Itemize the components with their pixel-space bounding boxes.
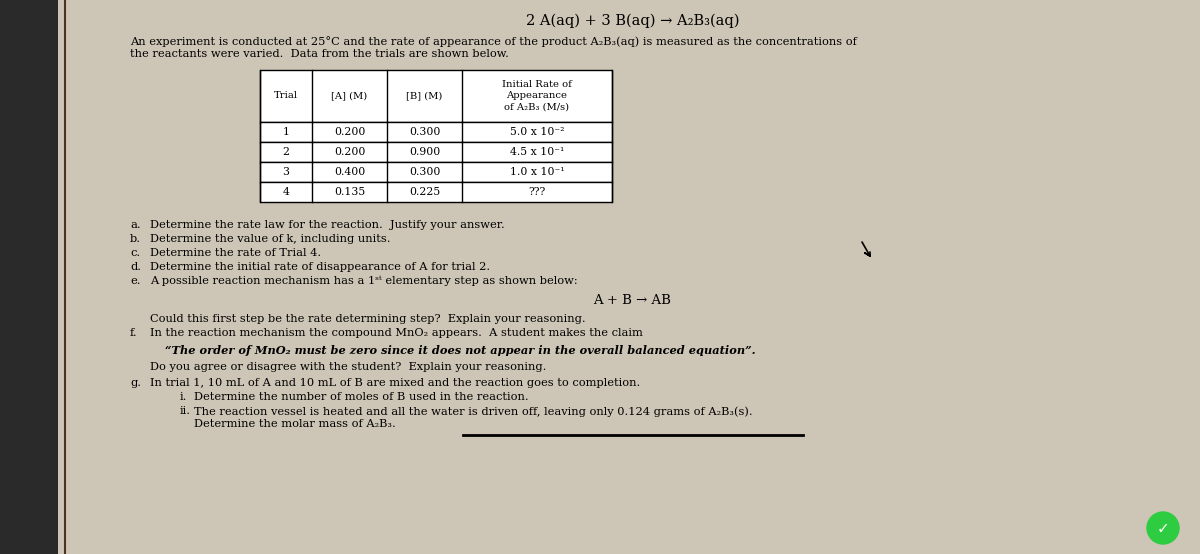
Text: In the reaction mechanism the compound MnO₂ appears.  A student makes the claim: In the reaction mechanism the compound M… xyxy=(150,328,643,338)
Text: In trial 1, 10 mL of A and 10 mL of B are mixed and the reaction goes to complet: In trial 1, 10 mL of A and 10 mL of B ar… xyxy=(150,378,641,388)
Text: An experiment is conducted at 25°C and the rate of appearance of the product A₂B: An experiment is conducted at 25°C and t… xyxy=(130,36,857,47)
Text: Determine the molar mass of A₂B₃.: Determine the molar mass of A₂B₃. xyxy=(194,419,396,429)
Text: 0.225: 0.225 xyxy=(409,187,440,197)
Text: A possible reaction mechanism has a 1ˢᵗ elementary step as shown below:: A possible reaction mechanism has a 1ˢᵗ … xyxy=(150,276,577,286)
Text: 0.400: 0.400 xyxy=(334,167,365,177)
Bar xyxy=(260,162,612,182)
Bar xyxy=(0,0,58,554)
Bar xyxy=(260,142,612,162)
Text: b.: b. xyxy=(130,234,142,244)
Text: i.: i. xyxy=(180,392,187,402)
Text: The reaction vessel is heated and all the water is driven off, leaving only 0.12: The reaction vessel is heated and all th… xyxy=(194,406,752,417)
Text: d.: d. xyxy=(130,262,142,272)
Text: Do you agree or disagree with the student?  Explain your reasoning.: Do you agree or disagree with the studen… xyxy=(150,362,546,372)
Text: Trial: Trial xyxy=(274,91,298,100)
Text: Initial Rate of
Appearance
of A₂B₃ (M/s): Initial Rate of Appearance of A₂B₃ (M/s) xyxy=(502,80,572,112)
Text: Determine the number of moles of B used in the reaction.: Determine the number of moles of B used … xyxy=(194,392,529,402)
Text: Could this first step be the rate determining step?  Explain your reasoning.: Could this first step be the rate determ… xyxy=(150,314,586,324)
Text: a.: a. xyxy=(130,220,140,230)
Text: 2 A(aq) + 3 B(aq) → A₂B₃(aq): 2 A(aq) + 3 B(aq) → A₂B₃(aq) xyxy=(526,14,739,28)
Text: 0.900: 0.900 xyxy=(409,147,440,157)
Text: 2: 2 xyxy=(282,147,289,157)
Text: the reactants were varied.  Data from the trials are shown below.: the reactants were varied. Data from the… xyxy=(130,49,509,59)
Text: Determine the initial rate of disappearance of A for trial 2.: Determine the initial rate of disappeara… xyxy=(150,262,490,272)
Text: 0.300: 0.300 xyxy=(409,127,440,137)
Circle shape xyxy=(1147,512,1178,544)
Bar xyxy=(260,182,612,202)
Text: [A] (M): [A] (M) xyxy=(331,91,367,100)
Text: 0.300: 0.300 xyxy=(409,167,440,177)
Text: 1: 1 xyxy=(282,127,289,137)
Text: Determine the rate of Trial 4.: Determine the rate of Trial 4. xyxy=(150,248,322,258)
Text: f.: f. xyxy=(130,328,138,338)
Text: A + B → AB: A + B → AB xyxy=(594,294,672,307)
Text: ✓: ✓ xyxy=(1157,521,1169,536)
Text: ???: ??? xyxy=(528,187,546,197)
Text: 4.5 x 10⁻¹: 4.5 x 10⁻¹ xyxy=(510,147,564,157)
Text: c.: c. xyxy=(130,248,140,258)
Text: e.: e. xyxy=(130,276,140,286)
Text: 0.135: 0.135 xyxy=(334,187,365,197)
Text: 0.200: 0.200 xyxy=(334,127,365,137)
Text: 3: 3 xyxy=(282,167,289,177)
Text: Determine the rate law for the reaction.  Justify your answer.: Determine the rate law for the reaction.… xyxy=(150,220,505,230)
Text: g.: g. xyxy=(130,378,142,388)
Text: [B] (M): [B] (M) xyxy=(407,91,443,100)
Text: “The order of MnO₂ must be zero since it does not appear in the overall balanced: “The order of MnO₂ must be zero since it… xyxy=(166,345,756,356)
Bar xyxy=(260,122,612,142)
Text: Determine the value of k, including units.: Determine the value of k, including unit… xyxy=(150,234,390,244)
Text: ii.: ii. xyxy=(180,406,191,416)
Text: 1.0 x 10⁻¹: 1.0 x 10⁻¹ xyxy=(510,167,564,177)
Text: 4: 4 xyxy=(282,187,289,197)
Bar xyxy=(260,70,612,122)
Text: 5.0 x 10⁻²: 5.0 x 10⁻² xyxy=(510,127,564,137)
Text: 0.200: 0.200 xyxy=(334,147,365,157)
